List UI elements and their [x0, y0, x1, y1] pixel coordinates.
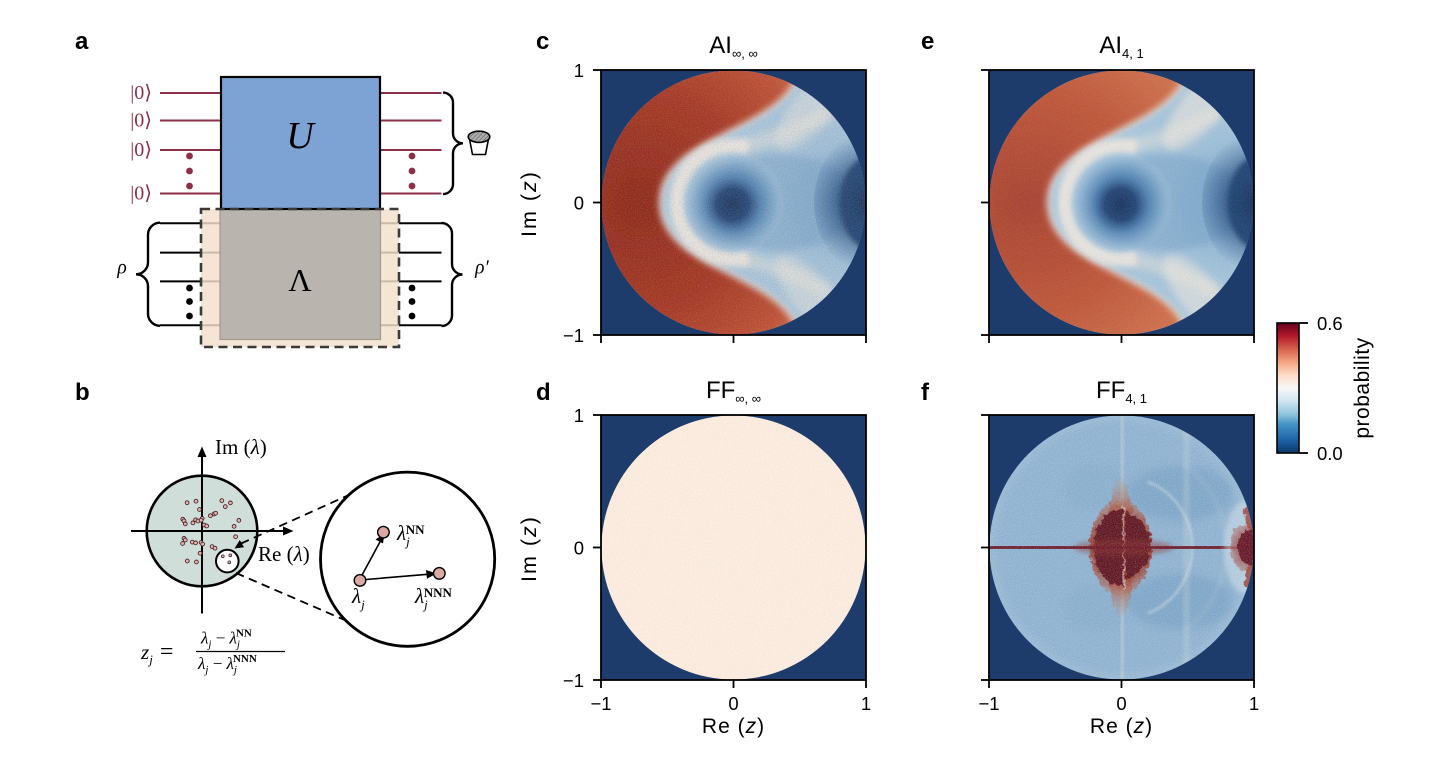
svg-text:|0⟩: |0⟩ [130, 139, 152, 161]
svg-text:0: 0 [1116, 693, 1126, 714]
svg-text:1: 1 [861, 693, 871, 714]
svg-text:AI4, 1: AI4, 1 [1099, 32, 1143, 61]
svg-text:0: 0 [574, 193, 584, 214]
svg-text:0: 0 [574, 538, 584, 559]
svg-text:|0⟩: |0⟩ [130, 82, 152, 104]
svg-text:U: U [286, 115, 316, 157]
svg-text:f: f [921, 379, 930, 406]
svg-text:Im (z): Im (z) [517, 170, 541, 237]
svg-text:e: e [921, 28, 934, 55]
svg-text:1: 1 [574, 405, 584, 426]
svg-text:0.6: 0.6 [1317, 313, 1343, 334]
svg-text:Λ: Λ [288, 262, 311, 298]
svg-text:ρ: ρ [116, 258, 126, 279]
svg-text:0.0: 0.0 [1317, 443, 1343, 464]
svg-text:−1: −1 [978, 693, 999, 714]
svg-text:1: 1 [1249, 693, 1259, 714]
svg-text:Re (z): Re (z) [1090, 715, 1153, 738]
svg-text:1: 1 [574, 60, 584, 81]
svg-text:b: b [75, 379, 90, 406]
svg-text:−1: −1 [563, 325, 584, 346]
svg-text:ρ′: ρ′ [474, 258, 489, 279]
svg-text:|0⟩: |0⟩ [130, 183, 152, 205]
svg-text:|0⟩: |0⟩ [130, 110, 152, 132]
svg-text:Re (λ): Re (λ) [258, 542, 310, 566]
svg-text:−1: −1 [563, 670, 584, 691]
svg-text:probability: probability [1351, 337, 1374, 438]
svg-text:λj − λjNN: λj − λjNN [200, 628, 252, 651]
svg-text:0: 0 [728, 693, 738, 714]
svg-text:a: a [75, 28, 89, 55]
svg-text:Re (z): Re (z) [702, 715, 765, 738]
svg-text:Im (λ): Im (λ) [215, 435, 267, 459]
svg-text:d: d [536, 379, 551, 406]
svg-text:c: c [536, 28, 549, 55]
svg-text:−1: −1 [590, 693, 611, 714]
svg-text:λjNN: λjNN [396, 521, 425, 549]
svg-text:Im (z): Im (z) [517, 515, 541, 582]
